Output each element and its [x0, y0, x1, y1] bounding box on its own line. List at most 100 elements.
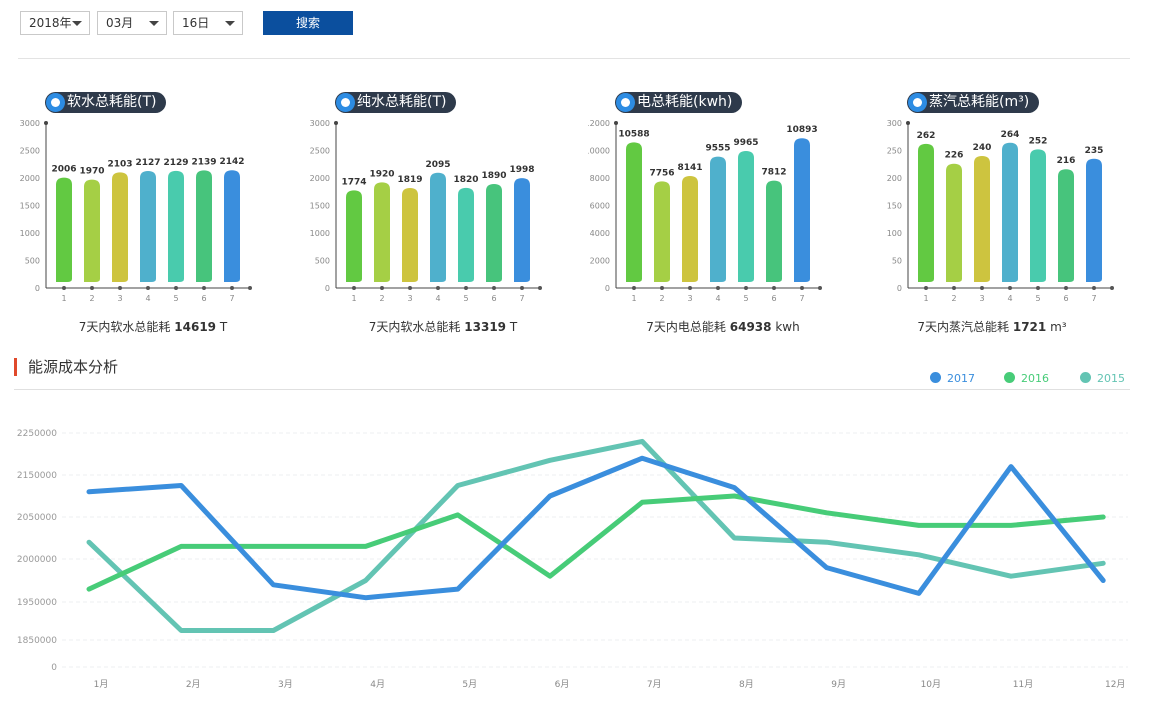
caption-value: 64938 [729, 320, 772, 334]
x-tick-label: 1 [351, 294, 356, 303]
bar-value-label: 252 [1029, 136, 1048, 146]
x-tick-label: 10月 [921, 679, 941, 690]
chevron-down-icon [72, 21, 82, 26]
x-tick-label: 3 [979, 294, 984, 303]
chevron-down-icon [225, 21, 235, 26]
panel-pure-water: 0 500 1000 1500 2000 2500 3000 1774 1 1920 2 1819 3 2… [308, 88, 568, 348]
legend-item-2017[interactable]: 2017 [930, 372, 975, 385]
x-axis-end [1110, 286, 1114, 290]
panel-caption: 7天内软水总能耗 13319 T [313, 318, 573, 335]
bar [402, 187, 418, 282]
x-tick-dot [202, 286, 206, 290]
bar-value-label: 9555 [705, 144, 730, 154]
x-axis-end [538, 286, 542, 290]
x-tick-dot [436, 286, 440, 290]
bullet-icon [908, 93, 927, 112]
bar-value-label: 2103 [107, 159, 132, 169]
y-tick-label: 2500 [310, 147, 330, 156]
x-tick-label: 1 [61, 294, 66, 303]
year-select[interactable]: 2018年 [20, 11, 90, 35]
y-tick-label: 8000 [590, 174, 610, 183]
legend-label: 2017 [947, 372, 975, 385]
x-tick-dot [174, 286, 178, 290]
day-select-value: 16日 [182, 16, 210, 30]
series-line-2016 [86, 493, 1106, 592]
bar [738, 150, 754, 282]
y-axis-end [906, 121, 910, 125]
bar-value-label: 7756 [649, 168, 674, 178]
bar [946, 163, 962, 282]
x-tick-label: 4 [1007, 294, 1012, 303]
x-tick-label: 3 [687, 294, 692, 303]
bar [710, 156, 726, 282]
y-tick-label: 0 [51, 663, 57, 673]
x-tick-dot [772, 286, 776, 290]
y-tick-label: 100 [887, 229, 902, 238]
y-tick-label: 10000 [588, 147, 610, 156]
bar-value-label: 262 [917, 131, 936, 141]
legend-label: 2016 [1021, 372, 1049, 385]
month-select[interactable]: 03月 [97, 11, 167, 35]
x-tick-dot [520, 286, 524, 290]
series-line-2017 [86, 455, 1106, 601]
bar [168, 170, 184, 282]
section-divider [14, 389, 1130, 390]
y-tick-label: 250 [887, 147, 902, 156]
legend-item-2015[interactable]: 2015 [1080, 372, 1125, 385]
y-tick-label: 300 [887, 119, 902, 128]
panel-title-badge: 蒸汽总耗能(m³) [907, 92, 1040, 113]
x-tick-dot [660, 286, 664, 290]
day-select[interactable]: 16日 [173, 11, 243, 35]
y-tick-label: 2000 [20, 174, 40, 183]
bar [918, 143, 934, 282]
y-tick-label: 150 [887, 202, 902, 211]
bar [346, 190, 362, 282]
panel-title-badge: 电总耗能(kwh) [615, 92, 743, 113]
bar [458, 187, 474, 282]
legend-item-2016[interactable]: 2016 [1004, 372, 1049, 385]
x-tick-label: 7 [799, 294, 804, 303]
x-tick-dot [688, 286, 692, 290]
filter-toolbar: 2018年 03月 16日 搜索 [0, 0, 1174, 60]
bar [974, 156, 990, 282]
x-tick-label: 1 [631, 294, 636, 303]
y-tick-label: 0 [35, 284, 40, 293]
panel-title: 软水总耗能(T) [67, 94, 157, 110]
x-axis-end [818, 286, 822, 290]
y-tick-label: 3000 [20, 119, 40, 128]
panel-title: 电总耗能(kwh) [637, 94, 733, 110]
x-tick-dot [1036, 286, 1040, 290]
bar [1086, 158, 1102, 282]
x-axis-end [248, 286, 252, 290]
legend-dot-icon [1004, 372, 1015, 383]
x-tick-label: 7 [1091, 294, 1096, 303]
y-axis-end [614, 121, 618, 125]
bar-value-label: 7812 [761, 168, 786, 178]
x-tick-dot [90, 286, 94, 290]
x-tick-label: 1月 [94, 679, 109, 690]
x-tick-label: 4 [145, 294, 150, 303]
bar-value-label: 10893 [786, 125, 817, 135]
x-tick-label: 2 [659, 294, 664, 303]
bar-value-label: 1998 [509, 165, 534, 175]
y-tick-label: 50 [892, 257, 902, 266]
x-tick-dot [1008, 286, 1012, 290]
legend-dot-icon [1080, 372, 1091, 383]
bar-value-label: 2129 [163, 158, 188, 168]
caption-label: 7天内软水总能耗 [78, 320, 171, 334]
bar-value-label: 2127 [135, 158, 160, 168]
bar-value-label: 8141 [677, 163, 702, 173]
bar [486, 184, 502, 282]
y-tick-label: 12000 [588, 119, 610, 128]
x-tick-label: 1 [923, 294, 928, 303]
bar-chart-svg: 0 500 1000 1500 2000 2500 3000 2006 1 1970 2 2103 3 2… [20, 119, 252, 303]
x-tick-label: 11月 [1013, 679, 1033, 690]
bar [1030, 149, 1046, 282]
x-tick-label: 7月 [647, 679, 662, 690]
panel-electricity: 0 2000 4000 6000 8000 10000 12000 10588 1 7756 2 81… [588, 88, 848, 348]
y-tick-label: 500 [25, 257, 40, 266]
search-button[interactable]: 搜索 [263, 11, 353, 35]
y-tick-label: 0 [897, 284, 902, 293]
bar-value-label: 2142 [219, 157, 244, 167]
bar-value-label: 2006 [51, 165, 76, 175]
